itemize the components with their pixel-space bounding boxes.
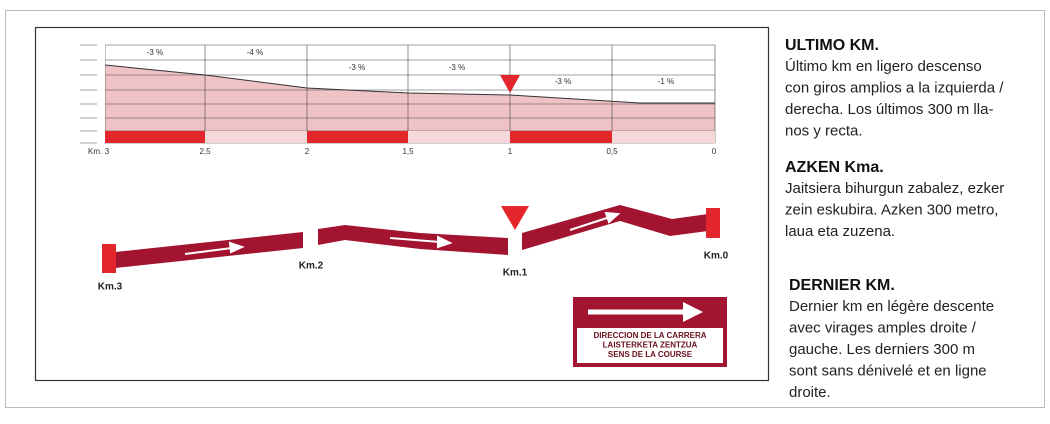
section-text: sont sans dénivelé et en ligne: [789, 362, 987, 379]
start-marker: [102, 244, 116, 273]
profile: -3 % -4 % -3 % -3 % -3 % -1 % Km. 3 2,5 …: [80, 44, 717, 156]
legend-text: LAISTERKETA ZENTZUA: [603, 341, 698, 350]
km-label: 0: [712, 147, 717, 156]
km-band: [105, 131, 205, 143]
map-label: Km.3: [98, 282, 123, 293]
section-text: con giros amplios a la izquierda /: [785, 79, 1004, 96]
description: ULTIMO KM. Último km en ligero descenso co…: [785, 37, 1004, 401]
km-label: 2: [305, 147, 310, 156]
km-band: [205, 131, 307, 143]
gradient-label: -1 %: [658, 77, 674, 86]
km-label: 1,5: [402, 147, 414, 156]
route-map: Km.3 Km.2 Km.1 Km.0: [98, 205, 729, 293]
section-text: Dernier km en légère descente: [789, 298, 994, 315]
section-title: DERNIER KM.: [789, 277, 895, 294]
section-title: ULTIMO KM.: [785, 37, 879, 54]
km-label: 2,5: [199, 147, 211, 156]
km-band: [307, 131, 408, 143]
section-text: laua eta zuzena.: [785, 223, 895, 240]
legend: DIRECCION DE LA CARRERA LAISTERKETA ZENT…: [573, 297, 727, 367]
section-text: droite.: [789, 384, 831, 401]
map-label: Km.1: [503, 268, 528, 279]
km-label: 1: [508, 147, 513, 156]
legend-text: SENS DE LA COURSE: [608, 350, 693, 359]
gradient-label: -3 %: [349, 63, 365, 72]
legend-arrowhead: [683, 302, 703, 322]
direction-arrows: [184, 211, 621, 255]
finish-marker: [706, 208, 720, 238]
section-text: nos y recta.: [785, 122, 863, 139]
section-text: avec virages amples droite /: [789, 319, 977, 336]
grid-gap: [97, 44, 105, 144]
km-prefix: Km.: [88, 147, 102, 156]
km-band: [408, 131, 510, 143]
section-text: zein eskubira. Azken 300 metro,: [785, 201, 998, 218]
profile-line: [104, 64, 715, 104]
map-label: Km.0: [704, 251, 729, 262]
legend-text-box: [577, 328, 723, 363]
section-title: AZKEN Kma.: [785, 159, 884, 176]
km-label: 3: [105, 147, 110, 156]
route-segment: [522, 205, 708, 250]
map-label: Km.2: [299, 261, 324, 272]
km-band: [510, 131, 612, 143]
flamme-rouge-marker: [501, 206, 529, 230]
section-text: Jaitsiera bihurgun zabalez, ezker: [785, 180, 1004, 197]
km-label: 0,5: [606, 147, 618, 156]
gradient-label: -3 %: [147, 48, 163, 57]
gradient-label: -4 %: [247, 48, 263, 57]
gradient-label: -3 %: [449, 63, 465, 72]
section-text: Último km en ligero descenso: [785, 58, 982, 75]
legend-text: DIRECCION DE LA CARRERA: [593, 331, 706, 340]
section-text: gauche. Les derniers 300 m: [789, 341, 975, 358]
km-band: [612, 131, 715, 143]
section-text: derecha. Los últimos 300 m lla-: [785, 101, 993, 118]
gradient-label: -3 %: [555, 77, 571, 86]
flamme-rouge-marker: [500, 75, 520, 93]
